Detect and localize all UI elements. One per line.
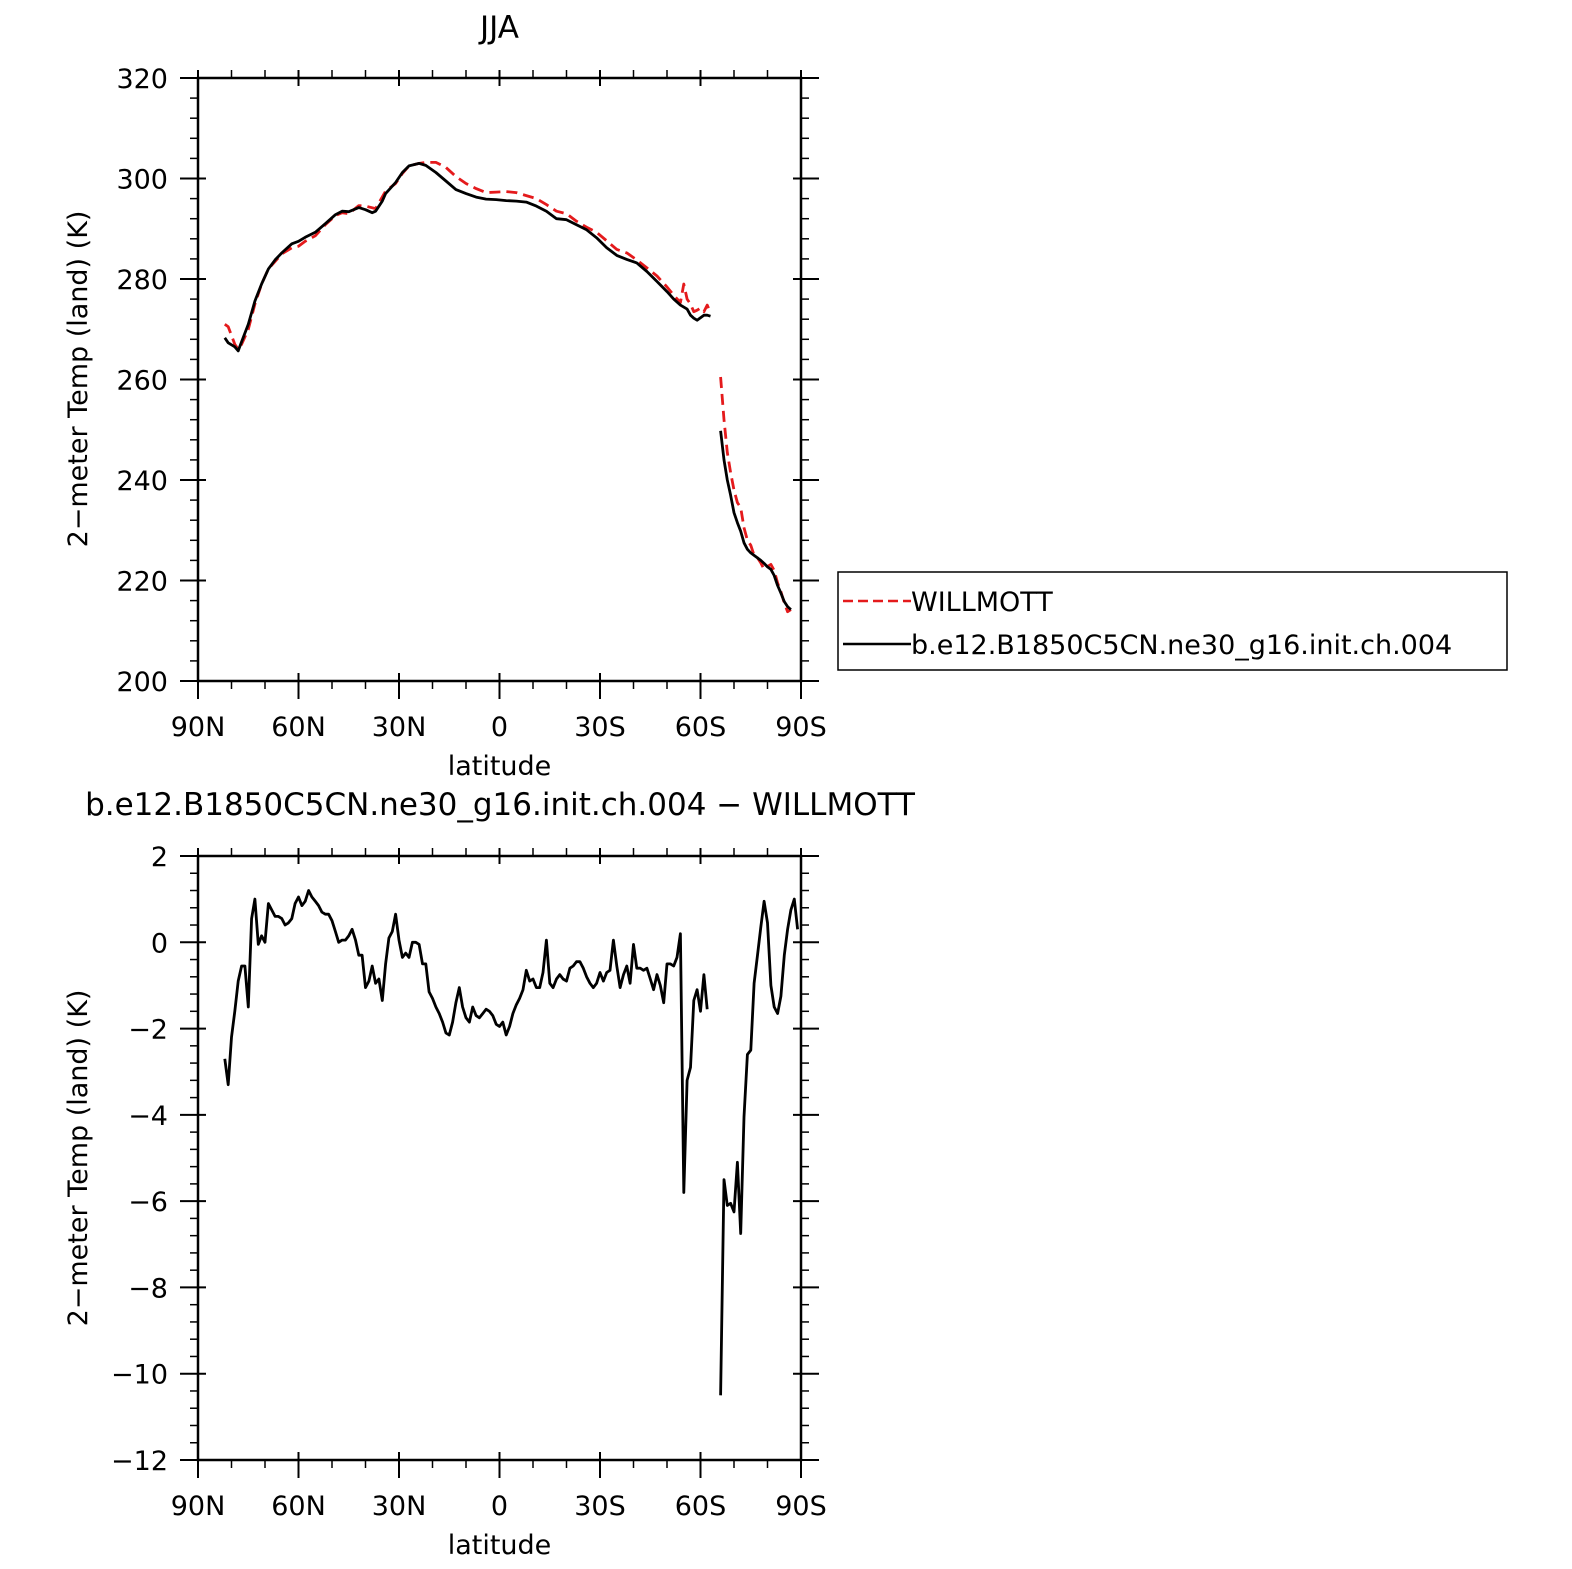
series-line-0-segment-0 bbox=[223, 161, 712, 351]
y-tick-label: −8 bbox=[128, 1273, 168, 1304]
x-axis-label: latitude bbox=[448, 751, 552, 782]
chart-title: b.e12.B1850C5CN.ne30_g16.init.ch.004 − W… bbox=[85, 787, 916, 823]
x-tick-label: 60N bbox=[271, 712, 326, 743]
x-tick-label: 0 bbox=[491, 712, 508, 743]
x-axis-label: latitude bbox=[448, 1530, 552, 1561]
legend: WILLMOTT b.e12.B1850C5CN.ne30_g16.init.c… bbox=[837, 571, 1508, 671]
series-line-0-segment-1 bbox=[719, 897, 799, 1396]
x-tick-label: 90S bbox=[775, 1491, 827, 1522]
legend-box bbox=[837, 571, 1508, 671]
y-tick-label: −10 bbox=[111, 1360, 168, 1391]
y-tick-label: 220 bbox=[116, 567, 168, 598]
y-tick-label: −6 bbox=[128, 1187, 168, 1218]
y-tick-label: −2 bbox=[128, 1015, 168, 1046]
x-tick-label: 60S bbox=[675, 1491, 727, 1522]
y-tick-label: 280 bbox=[116, 265, 168, 296]
x-tick-label: 30N bbox=[372, 712, 427, 743]
series-line-1-segment-0 bbox=[223, 162, 711, 353]
y-axis-label: 2−meter Temp (land) (K) bbox=[63, 211, 94, 548]
series-line-0-segment-0 bbox=[223, 889, 709, 1194]
chart-title: JJA bbox=[478, 10, 519, 46]
y-tick-label: 260 bbox=[116, 366, 168, 397]
y-tick-label: 2 bbox=[151, 842, 168, 873]
x-tick-label: 60S bbox=[675, 712, 727, 743]
y-axis-label: 2−meter Temp (land) (K) bbox=[63, 990, 94, 1327]
y-tick-label: 0 bbox=[151, 928, 168, 959]
bottom-panel-difference: −12 −10 −8 −6 −4 −2 0 2 90N 60N 30N 0 30S 60S 90S b.e12… bbox=[63, 787, 916, 1561]
y-tick-label: 320 bbox=[116, 64, 168, 95]
y-tick-label: 200 bbox=[116, 667, 168, 698]
legend-label-model: b.e12.B1850C5CN.ne30_g16.init.ch.004 bbox=[911, 630, 1452, 661]
top-panel-jja: 200 220 240 260 280 300 320 90N 60N 30N 0 30S 60S 90S… bbox=[63, 10, 827, 782]
y-tick-label: 300 bbox=[116, 165, 168, 196]
x-tick-label: 60N bbox=[271, 1491, 326, 1522]
legend-label-willmott: WILLMOTT bbox=[911, 587, 1053, 618]
y-tick-label: 240 bbox=[116, 466, 168, 497]
plot-frame bbox=[196, 76, 803, 683]
x-tick-label: 30N bbox=[372, 1491, 427, 1522]
plot-frame bbox=[196, 854, 803, 1462]
y-tick-label: −4 bbox=[128, 1101, 168, 1132]
x-tick-label: 90N bbox=[171, 1491, 226, 1522]
series-line-0-segment-1 bbox=[719, 376, 792, 614]
x-tick-label: 90S bbox=[775, 712, 827, 743]
x-tick-label: 0 bbox=[491, 1491, 508, 1522]
x-tick-label: 90N bbox=[171, 712, 226, 743]
y-tick-label: −12 bbox=[111, 1446, 168, 1477]
series-line-1-segment-1 bbox=[719, 430, 792, 611]
x-tick-label: 30S bbox=[574, 1491, 626, 1522]
x-tick-label: 30S bbox=[574, 712, 626, 743]
